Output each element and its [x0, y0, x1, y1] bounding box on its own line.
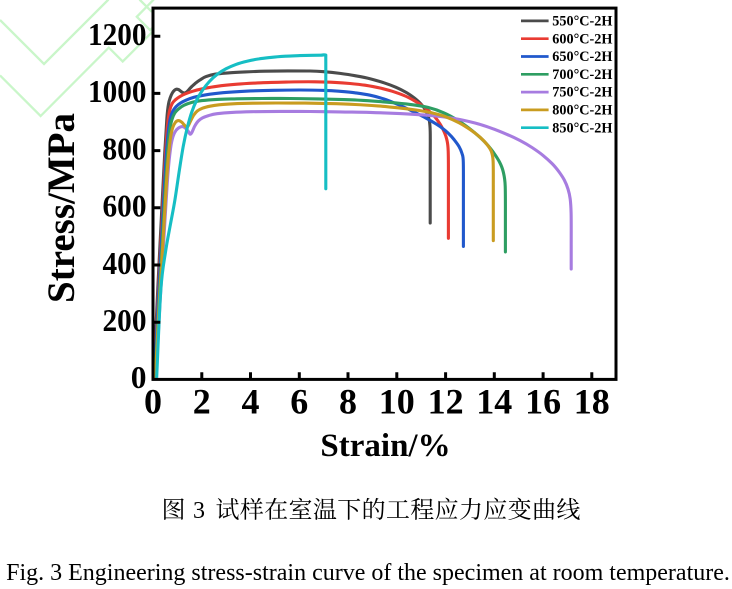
svg-text:18: 18 — [574, 381, 610, 421]
svg-text:600°C-2H: 600°C-2H — [552, 31, 612, 47]
svg-text:0: 0 — [144, 381, 162, 421]
svg-text:600: 600 — [103, 189, 147, 224]
svg-text:Stress/MPa: Stress/MPa — [40, 113, 83, 303]
svg-text:550°C-2H: 550°C-2H — [552, 14, 612, 30]
svg-text:1000: 1000 — [88, 74, 147, 109]
svg-text:3: 3 — [193, 498, 205, 524]
svg-text:Strain/%: Strain/% — [320, 428, 450, 464]
svg-text:14: 14 — [476, 381, 512, 421]
svg-text:1200: 1200 — [88, 17, 147, 52]
svg-text:400: 400 — [103, 246, 147, 281]
svg-text:16: 16 — [525, 381, 561, 421]
svg-text:200: 200 — [103, 303, 147, 338]
svg-text:700°C-2H: 700°C-2H — [552, 67, 612, 83]
svg-text:0: 0 — [131, 360, 147, 395]
svg-text:Fig. 3 Engineering stress-stra: Fig. 3 Engineering stress-strain curve o… — [6, 560, 730, 586]
svg-text:800°C-2H: 800°C-2H — [552, 103, 612, 119]
svg-text:850°C-2H: 850°C-2H — [552, 120, 612, 136]
svg-text:2: 2 — [193, 381, 211, 421]
svg-text:12: 12 — [428, 381, 464, 421]
svg-text:650°C-2H: 650°C-2H — [552, 49, 612, 65]
svg-text:800: 800 — [103, 131, 147, 166]
svg-text:10: 10 — [379, 381, 415, 421]
svg-text:8: 8 — [339, 381, 357, 421]
svg-text:750°C-2H: 750°C-2H — [552, 85, 612, 101]
svg-text:6: 6 — [290, 381, 308, 421]
svg-text:4: 4 — [242, 381, 260, 421]
